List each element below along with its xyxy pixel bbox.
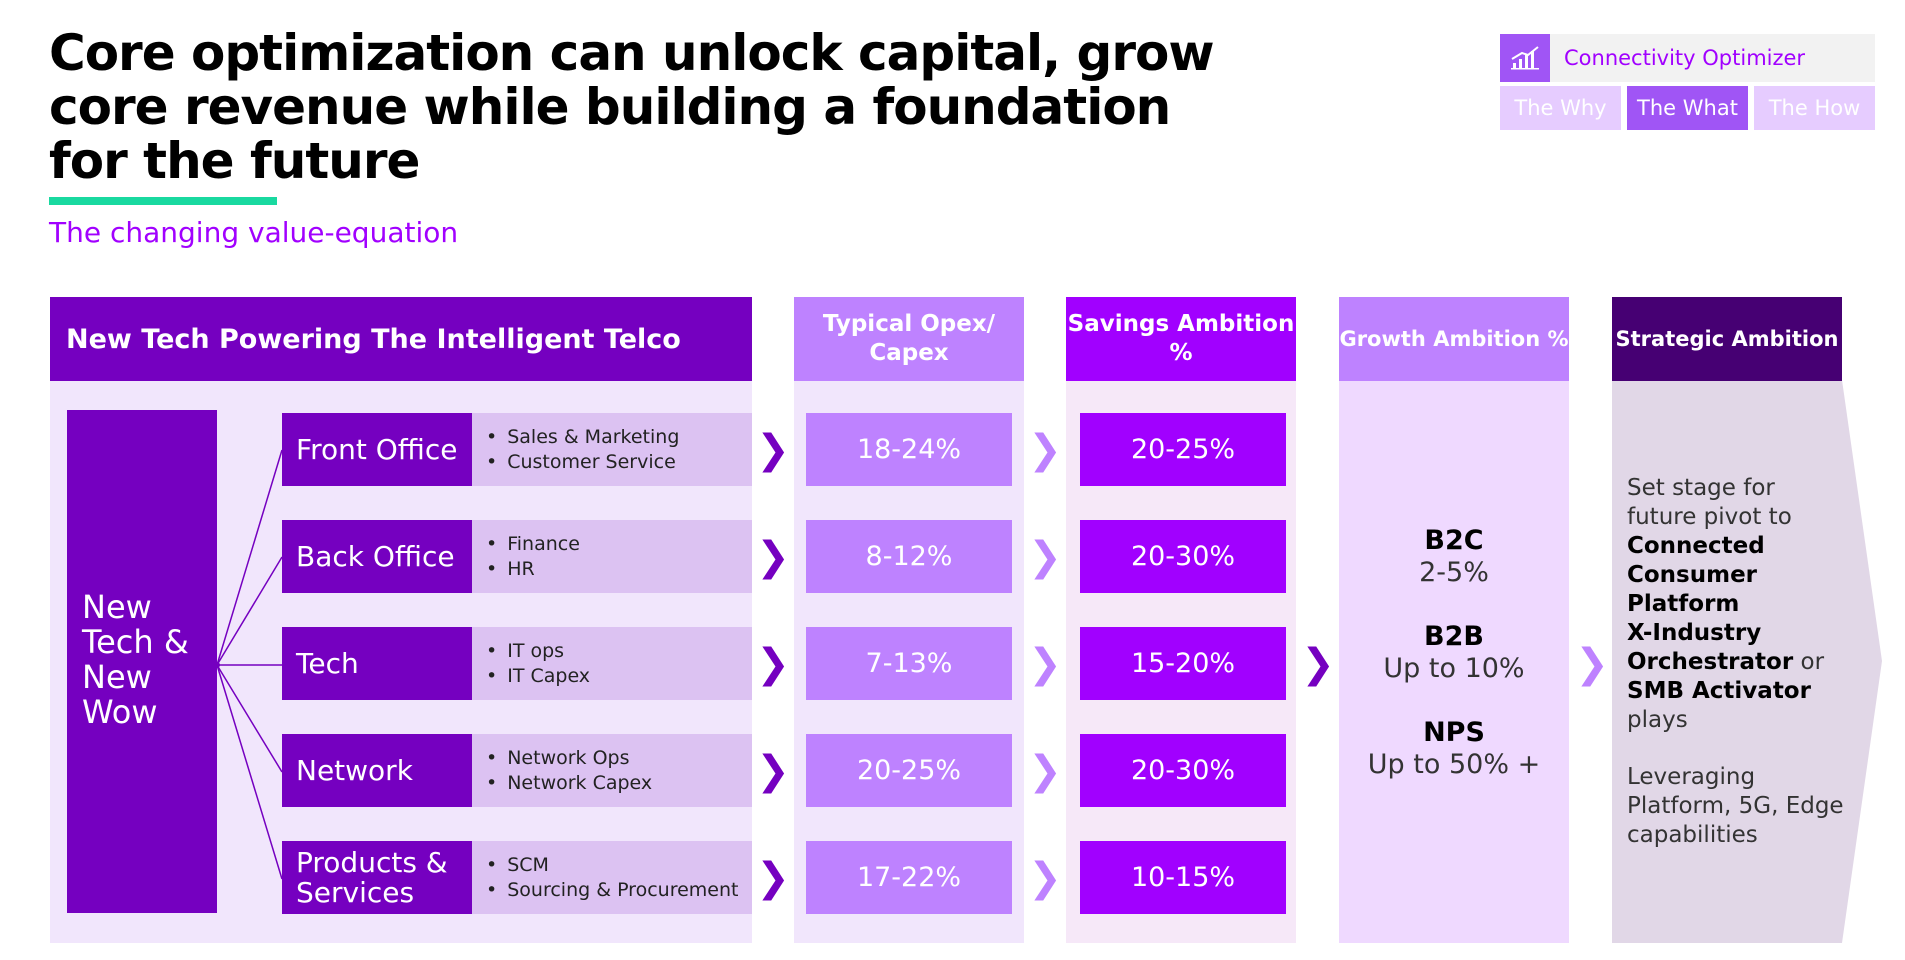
growth-title: NPS — [1423, 717, 1485, 748]
growth-value: Up to 10% — [1383, 653, 1525, 684]
growth-title: B2C — [1424, 525, 1484, 556]
strategic-connected-consumer: Connected Consumer Platform — [1627, 533, 1765, 617]
strategic-chevron-shape — [1612, 380, 1882, 943]
chevron-right-icon: ❯ — [756, 427, 790, 473]
main-column-header: New Tech Powering The Intelligent Telco — [50, 297, 752, 381]
nav-tabs: The Why The What The How — [1500, 86, 1875, 130]
row-items-front-office: Sales & Marketing Customer Service — [472, 413, 752, 486]
row-label-tech: Tech — [282, 627, 472, 700]
title-underline — [49, 197, 277, 205]
row-items-back-office: Finance HR — [472, 520, 752, 593]
page-title: Core optimization can unlock capital, gr… — [49, 26, 1289, 188]
new-tech-box: New Tech & New Wow — [67, 410, 217, 913]
chevron-right-icon: ❯ — [1301, 641, 1335, 687]
opex-value: 20-25% — [806, 734, 1012, 807]
title-line-1: Core optimization can unlock capital, gr… — [49, 24, 1215, 82]
growth-column-bg — [1339, 380, 1569, 943]
growth-nps: NPS Up to 50% + — [1339, 717, 1569, 781]
tab-the-why[interactable]: The Why — [1500, 86, 1621, 130]
chevron-right-icon: ❯ — [1028, 748, 1062, 794]
growth-column-header: Growth Ambition % — [1339, 297, 1569, 381]
page-subtitle: The changing value-equation — [49, 216, 459, 249]
chevron-right-icon: ❯ — [1028, 855, 1062, 901]
chevron-right-icon: ❯ — [756, 641, 790, 687]
chevron-right-icon: ❯ — [1028, 641, 1062, 687]
strategic-or: or — [1800, 649, 1825, 675]
nav-header[interactable]: Connectivity Optimizer — [1500, 34, 1875, 82]
strategic-column-header: Strategic Ambition — [1612, 297, 1842, 381]
row-items-network: Network Ops Network Capex — [472, 734, 752, 807]
opex-value: 17-22% — [806, 841, 1012, 914]
title-line-2: core revenue while building a foundation — [49, 78, 1171, 136]
growth-value: Up to 50% + — [1367, 749, 1541, 780]
growth-ambition-block: B2C 2-5% B2B Up to 10% NPS Up to 50% + — [1339, 525, 1569, 813]
list-item: Sales & Marketing — [486, 425, 752, 450]
list-item: Sourcing & Procurement — [486, 878, 752, 903]
opex-column-header: Typical Opex/ Capex — [794, 297, 1024, 381]
chevron-right-icon: ❯ — [756, 534, 790, 580]
strategic-plays: plays — [1627, 707, 1688, 733]
chevron-right-icon: ❯ — [1575, 641, 1609, 687]
list-item: Customer Service — [486, 450, 752, 475]
savings-value: 10-15% — [1080, 841, 1286, 914]
list-item: IT ops — [486, 639, 752, 664]
growth-value: 2-5% — [1419, 557, 1489, 588]
list-item: Network Ops — [486, 746, 752, 771]
list-item: Finance — [486, 532, 752, 557]
strategic-smb-activator: SMB Activator — [1627, 678, 1811, 704]
row-label-back-office: Back Office — [282, 520, 472, 593]
chevron-right-icon: ❯ — [1028, 427, 1062, 473]
savings-value: 20-30% — [1080, 734, 1286, 807]
list-item: SCM — [486, 853, 752, 878]
row-items-products-services: SCM Sourcing & Procurement — [472, 841, 752, 914]
row-label-front-office: Front Office — [282, 413, 472, 486]
strategic-ambition-text: Set stage for future pivot to Connected … — [1627, 474, 1847, 850]
list-item: IT Capex — [486, 664, 752, 689]
row-label-network: Network — [282, 734, 472, 807]
opex-value: 8-12% — [806, 520, 1012, 593]
growth-title: B2B — [1424, 621, 1484, 652]
tab-the-what[interactable]: The What — [1627, 86, 1748, 130]
strategic-intro: Set stage for future pivot to — [1627, 475, 1792, 530]
bar-chart-icon — [1500, 34, 1550, 82]
opex-value: 7-13% — [806, 627, 1012, 700]
strategic-leveraging: Leveraging Platform, 5G, Edge capabiliti… — [1627, 764, 1844, 848]
chevron-right-icon: ❯ — [756, 855, 790, 901]
list-item: HR — [486, 557, 752, 582]
row-label-products-services: Products & Services — [282, 841, 472, 914]
chevron-right-icon: ❯ — [756, 748, 790, 794]
row-items-tech: IT ops IT Capex — [472, 627, 752, 700]
savings-value: 20-25% — [1080, 413, 1286, 486]
savings-value: 20-30% — [1080, 520, 1286, 593]
title-line-3: for the future — [49, 132, 420, 190]
nav-title: Connectivity Optimizer — [1564, 46, 1806, 70]
list-item: Network Capex — [486, 771, 752, 796]
growth-b2b: B2B Up to 10% — [1339, 621, 1569, 685]
opex-value: 18-24% — [806, 413, 1012, 486]
chevron-right-icon: ❯ — [1028, 534, 1062, 580]
savings-value: 15-20% — [1080, 627, 1286, 700]
savings-column-header: Savings Ambition % — [1066, 297, 1296, 381]
growth-b2c: B2C 2-5% — [1339, 525, 1569, 589]
strategic-x-industry: X-Industry Orchestrator — [1627, 620, 1794, 675]
tab-the-how[interactable]: The How — [1754, 86, 1875, 130]
